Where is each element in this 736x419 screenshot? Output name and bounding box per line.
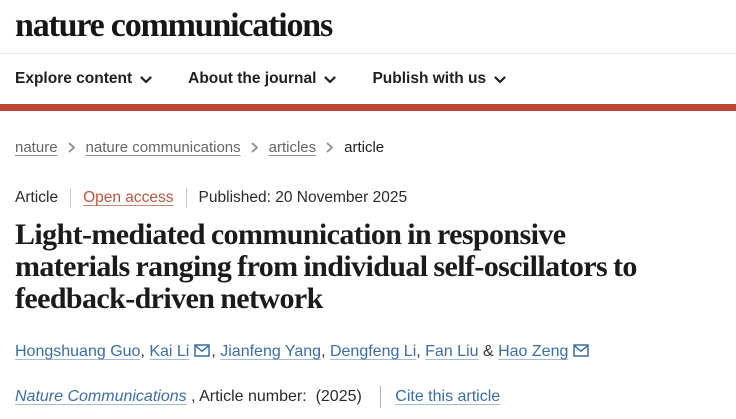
author-link-hongshuang-guo[interactable]: Hongshuang Guo [15,343,141,360]
chevron-right-icon [251,142,258,153]
article-title-line: Light-mediated communication in responsi… [15,218,566,251]
author-link-fan-liu[interactable]: Fan Liu [425,343,479,360]
author-link-jianfeng-yang[interactable]: Jianfeng Yang [220,343,322,360]
author-link-kai-li[interactable]: Kai Li [149,343,190,360]
site-header: nature communications [0,0,736,54]
published-date: Published: 20 November 2025 [198,189,408,206]
author-separator: , [140,343,150,360]
nav-publish-with-us[interactable]: Publish with us [372,70,506,88]
author-separator: , [211,343,221,360]
nav-about-the-journal[interactable]: About the journal [188,70,337,88]
cite-this-article-link[interactable]: Cite this article [395,388,501,405]
chevron-down-icon [324,76,337,84]
author-link-hao-zeng[interactable]: Hao Zeng [498,343,569,360]
nav-about-the-journal-label: About the journal [188,70,317,87]
journal-logo[interactable]: nature communications [15,7,333,44]
article-number-text: , Article number: (2025) [186,388,367,405]
author-link-dengfeng-li[interactable]: Dengfeng Li [329,343,417,360]
article-meta-row: Article Open access Published: 20 Novemb… [15,188,721,208]
main-nav: Explore content About the journal Publis… [0,54,736,104]
author-list: Hongshuang Guo, Kai Li, Jianfeng Yang, D… [15,343,721,361]
article-title: Light-mediated communication in responsi… [15,219,721,315]
article-title-line: materials ranging from individual self-o… [15,250,637,283]
email-icon[interactable] [573,343,590,357]
meta-divider [185,188,187,208]
breadcrumb-link-articles[interactable]: articles [268,139,317,156]
author-separator: , [416,343,426,360]
author-separator: & [478,343,499,360]
citation-line: Nature Communications , Article number: … [15,386,721,408]
nav-explore-content[interactable]: Explore content [15,70,152,88]
journal-link[interactable]: Nature Communications [15,388,187,405]
breadcrumb-link-nature-communications[interactable]: nature communications [85,139,241,156]
chevron-right-icon [68,142,75,153]
nav-explore-content-label: Explore content [15,70,133,87]
breadcrumb-current-article: article [344,139,385,156]
chevron-down-icon [494,76,506,84]
article-page: nature nature communications articles ar… [0,139,736,408]
chevron-down-icon [140,76,152,84]
accent-bar [0,104,736,111]
meta-divider [70,188,72,208]
nav-publish-with-us-label: Publish with us [372,70,487,87]
open-access-link[interactable]: Open access [83,189,174,206]
breadcrumb-link-nature[interactable]: nature [15,139,58,156]
citation-divider [380,386,382,408]
article-type-label: Article [15,189,59,206]
breadcrumb: nature nature communications articles ar… [15,139,721,156]
chevron-right-icon [326,142,334,153]
article-title-line: feedback-driven network [15,282,323,315]
author-separator: , [321,343,330,360]
email-icon[interactable] [194,343,211,357]
